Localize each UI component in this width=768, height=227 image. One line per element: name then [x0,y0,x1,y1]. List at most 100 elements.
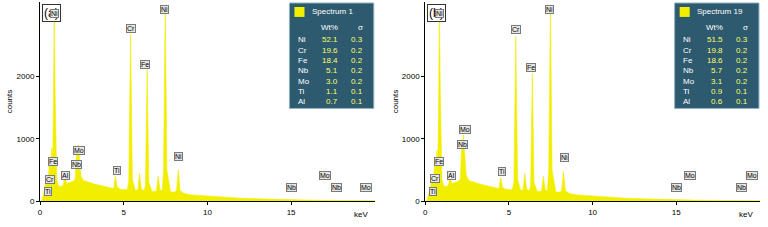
svg-text:counts: counts [5,90,14,114]
svg-text:0.7: 0.7 [326,97,338,106]
svg-text:Nb: Nb [72,161,81,168]
svg-text:19.8: 19.8 [707,46,723,55]
svg-text:15: 15 [287,208,296,217]
svg-text:Ni: Ni [175,153,182,160]
svg-text:Nb: Nb [287,184,296,191]
svg-text:Mo: Mo [747,172,757,179]
svg-text:18.4: 18.4 [322,56,338,65]
svg-text:(a): (a) [44,6,59,20]
svg-text:keV: keV [739,210,753,219]
svg-text:0.9: 0.9 [711,87,723,96]
svg-text:Fe: Fe [298,56,308,65]
svg-text:Fe: Fe [49,158,57,165]
svg-text:19.6: 19.6 [322,46,338,55]
svg-text:10: 10 [203,208,212,217]
svg-text:Nb: Nb [737,184,746,191]
svg-text:0.2: 0.2 [736,46,748,55]
svg-text:Ni: Ni [51,10,58,17]
svg-text:Mo: Mo [460,126,470,133]
svg-text:0.2: 0.2 [736,56,748,65]
svg-text:5.1: 5.1 [326,66,338,75]
svg-text:5: 5 [121,208,126,217]
svg-text:0.2: 0.2 [351,56,363,65]
svg-text:Nb: Nb [332,184,341,191]
svg-text:Ti: Ti [45,188,51,195]
svg-text:Cr: Cr [46,176,54,183]
svg-text:5: 5 [507,208,512,217]
svg-text:Fe: Fe [435,158,443,165]
svg-text:Cr: Cr [298,46,307,55]
svg-text:keV: keV [354,210,368,219]
svg-text:Nb: Nb [298,66,309,75]
svg-text:Nb: Nb [458,141,467,148]
svg-text:Al: Al [683,97,690,106]
svg-text:51.5: 51.5 [707,35,723,44]
svg-text:0.6: 0.6 [711,97,723,106]
svg-text:10: 10 [588,208,597,217]
svg-text:0: 0 [30,197,35,206]
svg-text:Cr: Cr [512,26,520,33]
svg-text:Wt%: Wt% [321,23,338,32]
svg-text:Fe: Fe [527,64,535,71]
svg-text:(b): (b) [429,6,444,20]
svg-text:Mo: Mo [361,184,371,191]
svg-text:0.1: 0.1 [736,97,748,106]
svg-text:0.1: 0.1 [351,97,363,106]
svg-text:Cr: Cr [683,46,692,55]
svg-text:0.3: 0.3 [736,35,748,44]
svg-text:Ni: Ni [546,6,553,13]
svg-text:Spectrum 19: Spectrum 19 [697,7,743,16]
svg-text:Wt%: Wt% [706,23,723,32]
svg-text:52.1: 52.1 [322,35,338,44]
svg-text:Mo: Mo [683,77,695,86]
svg-text:15: 15 [672,208,681,217]
svg-text:Mo: Mo [74,147,84,154]
svg-text:0.2: 0.2 [736,66,748,75]
svg-text:3.1: 3.1 [711,77,723,86]
svg-text:2000: 2000 [17,72,35,81]
svg-text:1.1: 1.1 [326,87,338,96]
svg-text:Ni: Ni [683,35,691,44]
svg-text:Ti: Ti [114,167,120,174]
svg-text:0.3: 0.3 [351,35,363,44]
svg-text:Ti: Ti [499,168,505,175]
svg-text:Ni: Ni [161,6,168,13]
svg-text:Mo: Mo [298,77,310,86]
svg-text:Ti: Ti [683,87,690,96]
svg-text:Al: Al [62,172,69,179]
svg-text:Fe: Fe [141,61,149,68]
svg-text:Spectrum 1: Spectrum 1 [312,7,353,16]
svg-text:σ: σ [358,23,363,32]
svg-text:1000: 1000 [17,135,35,144]
svg-text:Mo: Mo [685,172,695,179]
svg-text:Al: Al [298,97,305,106]
svg-text:0.1: 0.1 [736,87,748,96]
svg-text:Nb: Nb [672,184,681,191]
svg-text:0.2: 0.2 [351,77,363,86]
svg-text:counts: counts [391,90,400,114]
svg-text:0.2: 0.2 [351,46,363,55]
svg-text:Ni: Ni [561,154,568,161]
svg-text:Nb: Nb [683,66,694,75]
svg-text:0: 0 [415,197,420,206]
svg-text:3.0: 3.0 [326,77,338,86]
svg-text:0.2: 0.2 [736,77,748,86]
svg-text:0: 0 [38,208,43,217]
svg-text:Al: Al [448,172,455,179]
svg-text:0: 0 [423,208,428,217]
svg-text:Ti: Ti [430,188,436,195]
svg-text:Ti: Ti [298,87,305,96]
svg-text:2000: 2000 [402,72,420,81]
svg-text:Fe: Fe [683,56,693,65]
svg-text:18.6: 18.6 [707,56,723,65]
svg-text:5.7: 5.7 [711,66,723,75]
svg-text:σ: σ [743,23,748,32]
svg-text:0.2: 0.2 [351,66,363,75]
svg-text:Cr: Cr [127,25,135,32]
svg-text:1000: 1000 [402,135,420,144]
svg-text:Mo: Mo [320,172,330,179]
svg-text:0.1: 0.1 [351,87,363,96]
svg-text:Ni: Ni [436,10,443,17]
svg-text:Cr: Cr [431,175,439,182]
svg-text:Ni: Ni [298,35,306,44]
